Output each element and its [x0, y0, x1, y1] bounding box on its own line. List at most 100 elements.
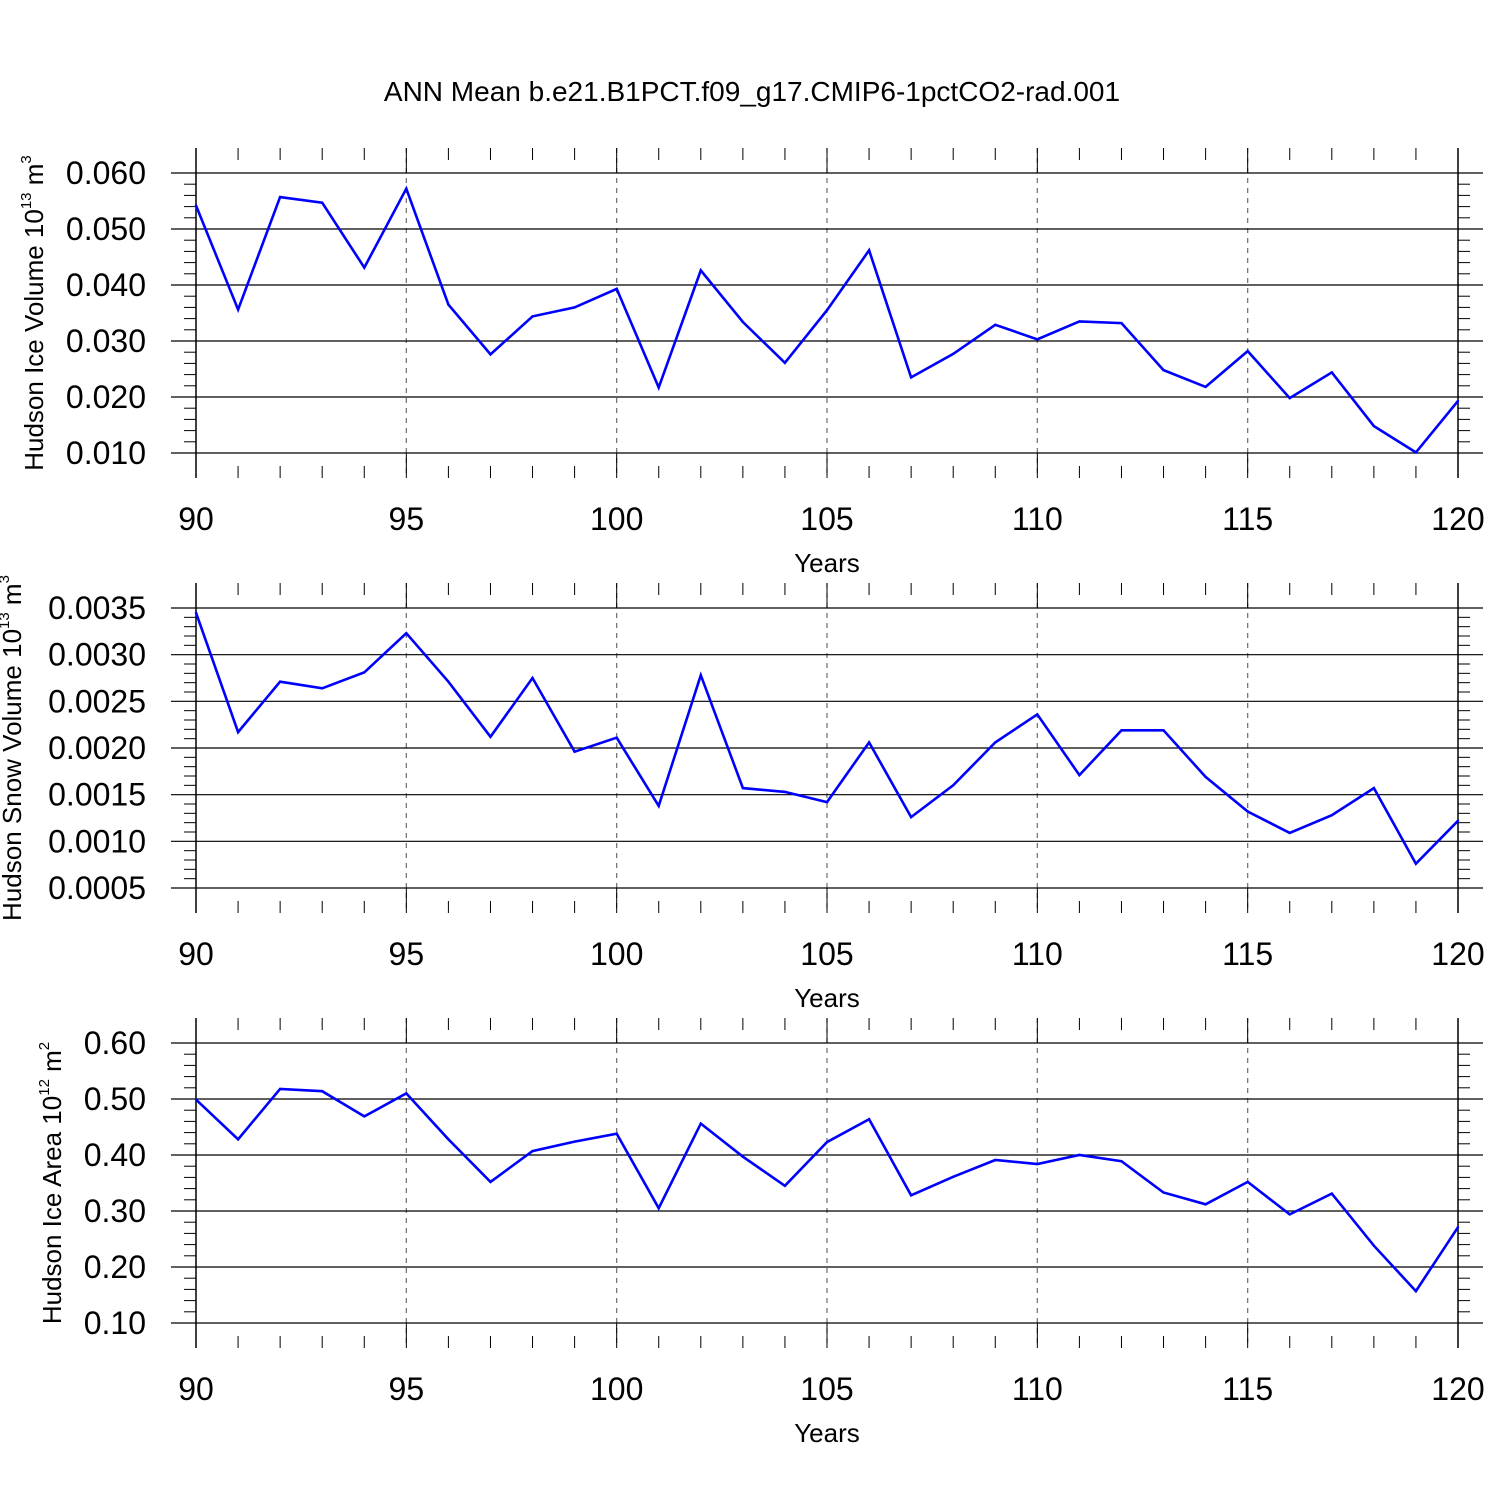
- data-point: [236, 308, 240, 311]
- data-point: [741, 320, 745, 324]
- data-point: [1456, 399, 1460, 403]
- y-tick-label: 0.50: [84, 1081, 146, 1117]
- data-point: [615, 1132, 618, 1135]
- data-point: [1288, 831, 1291, 835]
- data-point: [825, 800, 829, 804]
- x-tick-label: 120: [1431, 501, 1484, 537]
- data-point: [1330, 1192, 1334, 1195]
- data-point: [867, 741, 871, 744]
- data-point: [994, 741, 997, 744]
- x-tick-label: 90: [178, 936, 214, 972]
- data-point: [363, 671, 366, 674]
- data-point: [1330, 814, 1334, 817]
- data-point: [657, 386, 660, 389]
- data-point: [363, 266, 366, 269]
- panel-2: 0.0005 0.0010 0.0015 0.0020 0.0025 0.0030 0.00…: [0, 575, 1485, 1013]
- data-point: [573, 1140, 576, 1143]
- x-axis-label: Years: [794, 1418, 860, 1448]
- data-point: [1120, 729, 1123, 732]
- data-point: [1456, 819, 1460, 822]
- data-point: [573, 306, 576, 309]
- data-point: [1120, 321, 1123, 325]
- data-point: [531, 315, 534, 318]
- data-point: [405, 632, 408, 635]
- x-axis-label: Years: [794, 983, 860, 1013]
- data-point: [321, 687, 324, 690]
- data-point: [909, 815, 913, 819]
- data-point: [1414, 451, 1418, 454]
- data-point: [615, 736, 618, 739]
- y-tick-label: 0.040: [66, 267, 146, 303]
- x-tick-label: 105: [800, 1371, 853, 1407]
- data-point: [1288, 396, 1291, 400]
- data-point: [657, 804, 660, 808]
- data-point: [1414, 862, 1418, 865]
- x-tick-label: 95: [389, 1371, 425, 1407]
- data-point: [994, 323, 997, 326]
- data-point: [1036, 713, 1039, 716]
- y-tick-label: 0.60: [84, 1025, 146, 1061]
- data-point: [1162, 368, 1165, 372]
- data-point: [952, 784, 955, 787]
- y-axis-label: Hudson Snow Volume 1013 m3: [0, 575, 27, 921]
- data-point: [1246, 810, 1249, 813]
- data-point: [994, 1158, 997, 1162]
- data-point: [278, 680, 282, 683]
- y-tick-label: 0.0020: [48, 730, 146, 766]
- data-point: [1204, 385, 1207, 389]
- data-point: [489, 735, 492, 738]
- y-tick-label: 0.060: [66, 155, 146, 191]
- data-point: [952, 1175, 955, 1179]
- data-point: [783, 1184, 787, 1188]
- data-point: [1120, 1159, 1123, 1163]
- y-tick-label: 0.0015: [48, 777, 146, 813]
- data-point: [741, 786, 745, 790]
- y-tick-label: 0.10: [84, 1305, 146, 1341]
- x-tick-label: 90: [178, 501, 214, 537]
- data-point: [825, 1140, 829, 1144]
- x-tick-label: 110: [1012, 936, 1063, 972]
- data-point: [1372, 1244, 1376, 1247]
- x-tick-label: 105: [800, 936, 853, 972]
- y-tick-label: 0.0025: [48, 683, 146, 719]
- y-tick-label: 0.0010: [48, 823, 146, 859]
- data-point: [194, 1098, 198, 1101]
- data-point: [1414, 1289, 1418, 1293]
- x-tick-label: 95: [389, 501, 425, 537]
- y-tick-label: 0.050: [66, 211, 146, 247]
- data-point: [489, 353, 492, 356]
- x-axis-label: Years: [794, 548, 860, 578]
- data-point: [236, 730, 240, 734]
- data-point: [236, 1138, 240, 1141]
- panel-1: 0.010 0.020 0.030 0.040 0.050 0.060 90 95 100 105…: [18, 148, 1485, 578]
- data-point: [447, 1138, 450, 1141]
- x-tick-label: 115: [1222, 501, 1273, 537]
- data-point: [1078, 773, 1081, 777]
- data-point: [1036, 1162, 1039, 1166]
- data-point: [1246, 349, 1249, 353]
- data-point: [952, 352, 955, 356]
- x-tick-label: 120: [1431, 936, 1484, 972]
- data-point: [1372, 786, 1376, 790]
- data-point: [909, 376, 913, 379]
- data-point: [363, 1115, 366, 1118]
- data-point: [278, 1087, 282, 1091]
- data-point: [1204, 775, 1207, 779]
- x-tick-label: 110: [1012, 501, 1063, 537]
- x-tick-label: 105: [800, 501, 853, 537]
- data-point: [447, 680, 450, 683]
- data-point: [321, 1089, 324, 1093]
- data-point: [1288, 1213, 1291, 1216]
- x-tick-label: 115: [1222, 1371, 1273, 1407]
- data-point: [1036, 338, 1039, 341]
- y-tick-label: 0.030: [66, 323, 146, 359]
- data-point: [1330, 371, 1334, 374]
- figure-title: ANN Mean b.e21.B1PCT.f09_g17.CMIP6-1pctC…: [384, 76, 1120, 107]
- x-tick-label: 95: [389, 936, 425, 972]
- data-point: [531, 1149, 534, 1153]
- data-point: [1162, 1191, 1165, 1194]
- x-tick-label: 100: [590, 936, 643, 972]
- y-tick-label: 0.020: [66, 379, 146, 415]
- data-point: [278, 195, 282, 199]
